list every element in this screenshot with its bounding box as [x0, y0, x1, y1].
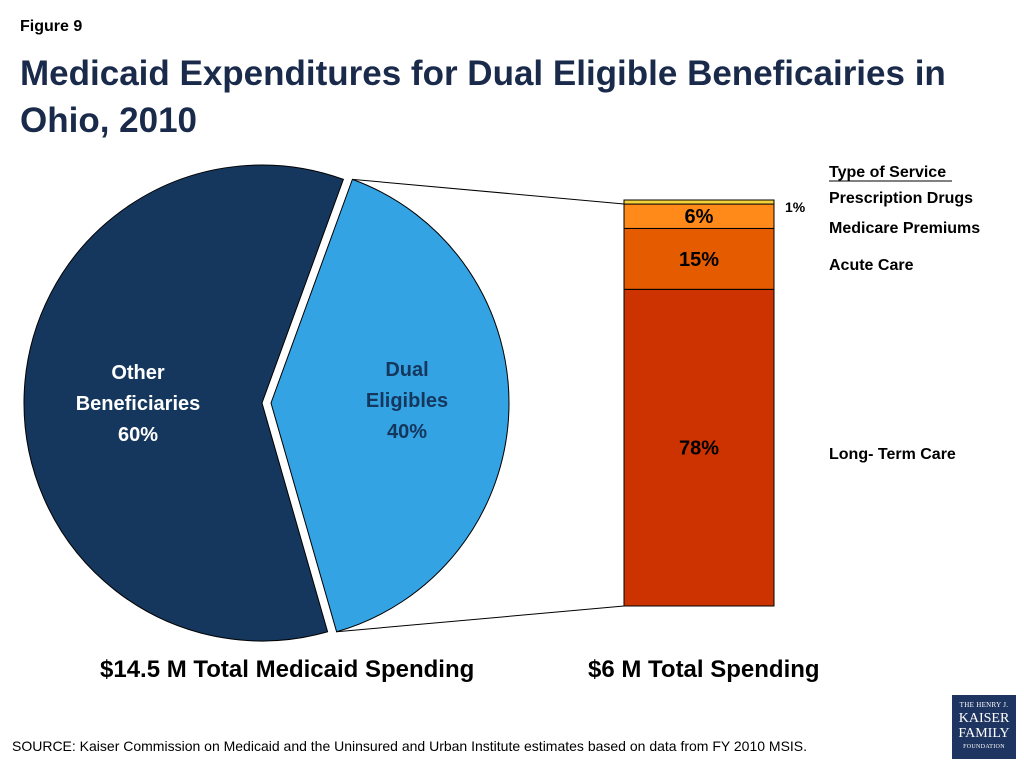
bar-segment-1: [623, 227, 775, 290]
pie-label-other-2: 60%: [118, 424, 158, 446]
kaiser-logo: THE HENRY J. KAISER FAMILY FOUNDATION: [952, 695, 1016, 759]
logo-line-3: FAMILY: [958, 726, 1010, 741]
legend-title: Type of Service: [829, 164, 946, 181]
pie-label-dual-0: Dual: [385, 359, 428, 381]
pie-slice-dual: [270, 178, 510, 633]
bar-value-label-3: 1%: [785, 199, 806, 215]
bar-value-label-1: 15%: [679, 249, 719, 271]
pie-label-other-1: Beneficiaries: [76, 393, 201, 415]
page-title: Medicaid Expenditures for Dual Eligible …: [20, 50, 980, 144]
logo-line-4: FOUNDATION: [963, 744, 1005, 750]
connector-top: [352, 178, 625, 205]
pie-caption: $14.5 M Total Medicaid Spending: [100, 656, 475, 683]
title-line-1: Medicaid Expenditures for Dual Eligible …: [20, 54, 946, 93]
bar-caption: $6 M Total Spending: [588, 656, 820, 683]
legend-item-3: Prescription Drugs: [829, 190, 973, 207]
legend-item-0: Long- Term Care: [829, 446, 956, 463]
bar-value-label-0: 78%: [679, 438, 719, 460]
bar-segment-3: [623, 199, 775, 205]
bar-segment-2: [623, 203, 775, 229]
figure-label: Figure 9: [20, 18, 83, 35]
logo-line-2: KAISER: [958, 711, 1010, 726]
title-line-2: Ohio, 2010: [20, 101, 198, 140]
logo-line-1: THE HENRY J.: [959, 701, 1009, 709]
connector-bottom: [336, 605, 625, 633]
pie-label-other-0: Other: [111, 362, 165, 384]
bar-segment-0: [623, 288, 775, 607]
pie-label-dual-2: 40%: [387, 421, 427, 443]
pie-slice-other: [23, 164, 345, 642]
chart-area: Other Beneficiaries 60% Dual Eligibles 40% 78%…: [23, 164, 980, 642]
legend-item-2: Medicare Premiums: [829, 220, 980, 237]
source-note: SOURCE: Kaiser Commission on Medicaid an…: [12, 738, 808, 754]
bar-value-label-2: 6%: [685, 206, 714, 228]
pie-label-dual-1: Eligibles: [366, 390, 448, 412]
legend-item-1: Acute Care: [829, 257, 914, 274]
